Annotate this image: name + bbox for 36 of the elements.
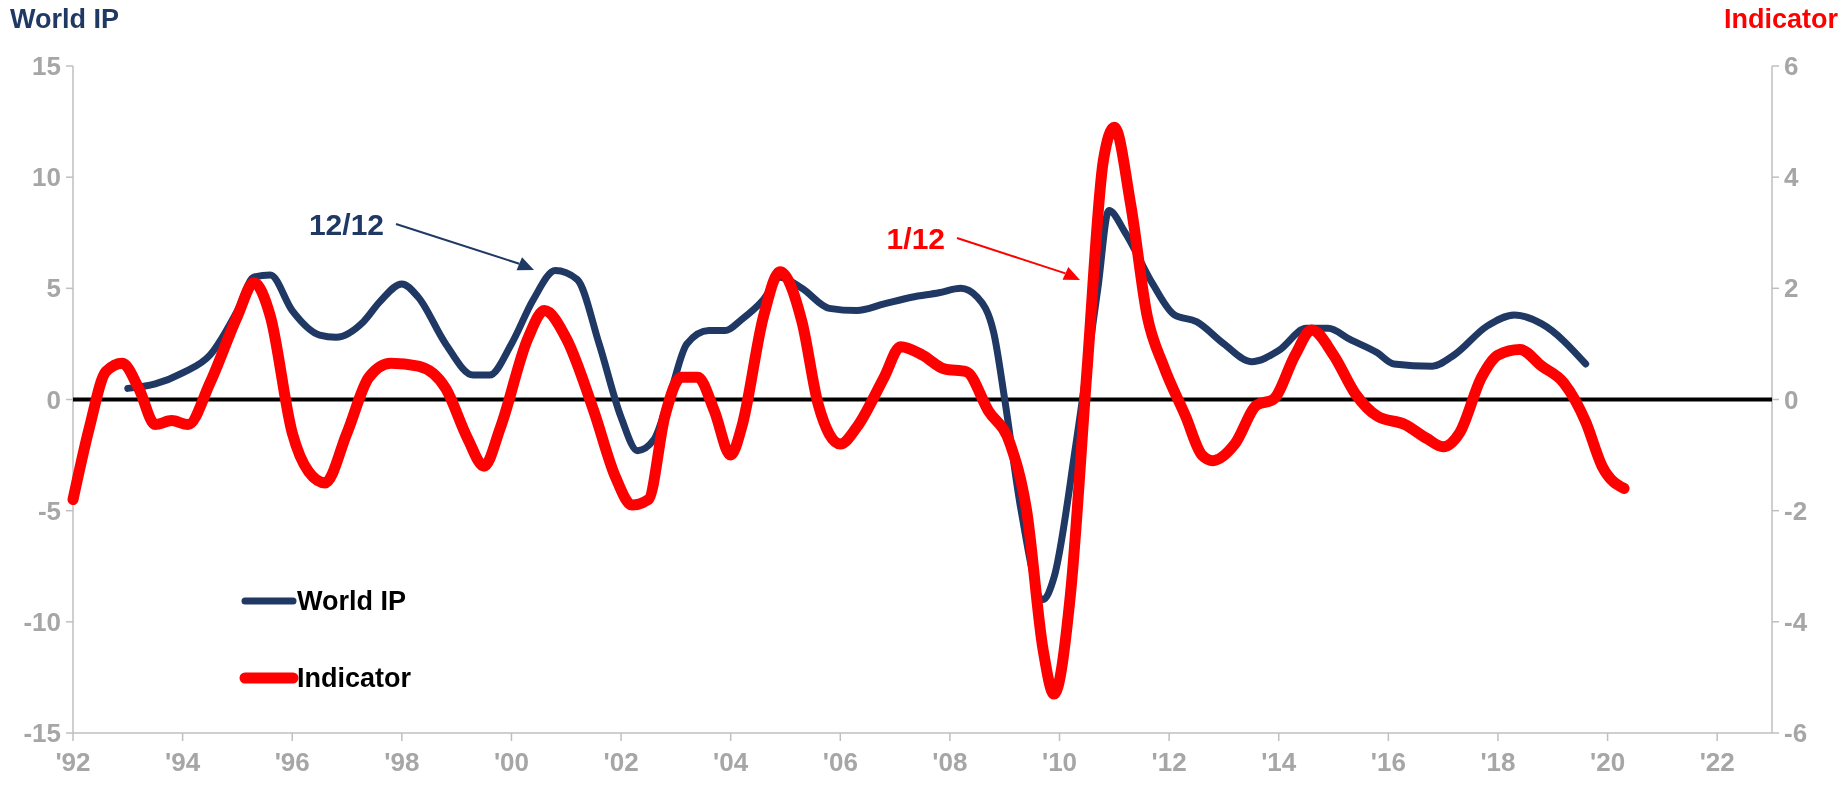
y2-axis-title: Indicator bbox=[1723, 4, 1839, 34]
y-tick-label: 15 bbox=[32, 51, 61, 82]
annotation: 1/12 bbox=[886, 221, 945, 255]
x-tick-label: '14 bbox=[1261, 747, 1297, 777]
y2-tick-label: 6 bbox=[1784, 51, 1799, 82]
y-tick-label: -5 bbox=[37, 495, 61, 526]
x-tick-label: '94 bbox=[165, 747, 201, 777]
y2-tick-label: 4 bbox=[1784, 162, 1799, 193]
y-tick-label: -15 bbox=[23, 718, 61, 749]
y-tick-label: 5 bbox=[46, 273, 61, 304]
x-tick-label: '92 bbox=[55, 747, 91, 777]
legend-label: Indicator bbox=[297, 663, 412, 694]
legend-label: World IP bbox=[297, 586, 407, 617]
x-tick-label: '04 bbox=[713, 747, 749, 777]
x-tick-label: '06 bbox=[822, 747, 858, 777]
x-tick-label: '18 bbox=[1480, 747, 1516, 777]
y-tick-label: -10 bbox=[23, 606, 61, 637]
x-tick-label: '08 bbox=[932, 747, 968, 777]
x-tick-label: '00 bbox=[493, 747, 530, 777]
x-tick-label: '12 bbox=[1151, 747, 1187, 777]
y2-tick-label: 0 bbox=[1784, 384, 1799, 415]
y2-tick-label: -6 bbox=[1784, 718, 1808, 749]
x-tick-label: '22 bbox=[1699, 747, 1735, 777]
y-tick-label: 0 bbox=[46, 384, 61, 415]
x-tick-label: '96 bbox=[274, 747, 310, 777]
x-tick-label: '16 bbox=[1370, 747, 1406, 777]
annotation: 12/12 bbox=[308, 207, 384, 241]
x-tick-label: '20 bbox=[1590, 747, 1626, 777]
x-tick-label: '98 bbox=[384, 747, 420, 777]
y2-tick-label: -2 bbox=[1784, 495, 1808, 526]
x-tick-label: '10 bbox=[1041, 747, 1078, 777]
y2-tick-label: 2 bbox=[1784, 273, 1799, 304]
y-axis-title: World IP bbox=[10, 4, 120, 34]
y2-tick-label: -4 bbox=[1784, 606, 1808, 637]
x-tick-label: '02 bbox=[603, 747, 639, 777]
y-tick-label: 10 bbox=[32, 162, 61, 193]
